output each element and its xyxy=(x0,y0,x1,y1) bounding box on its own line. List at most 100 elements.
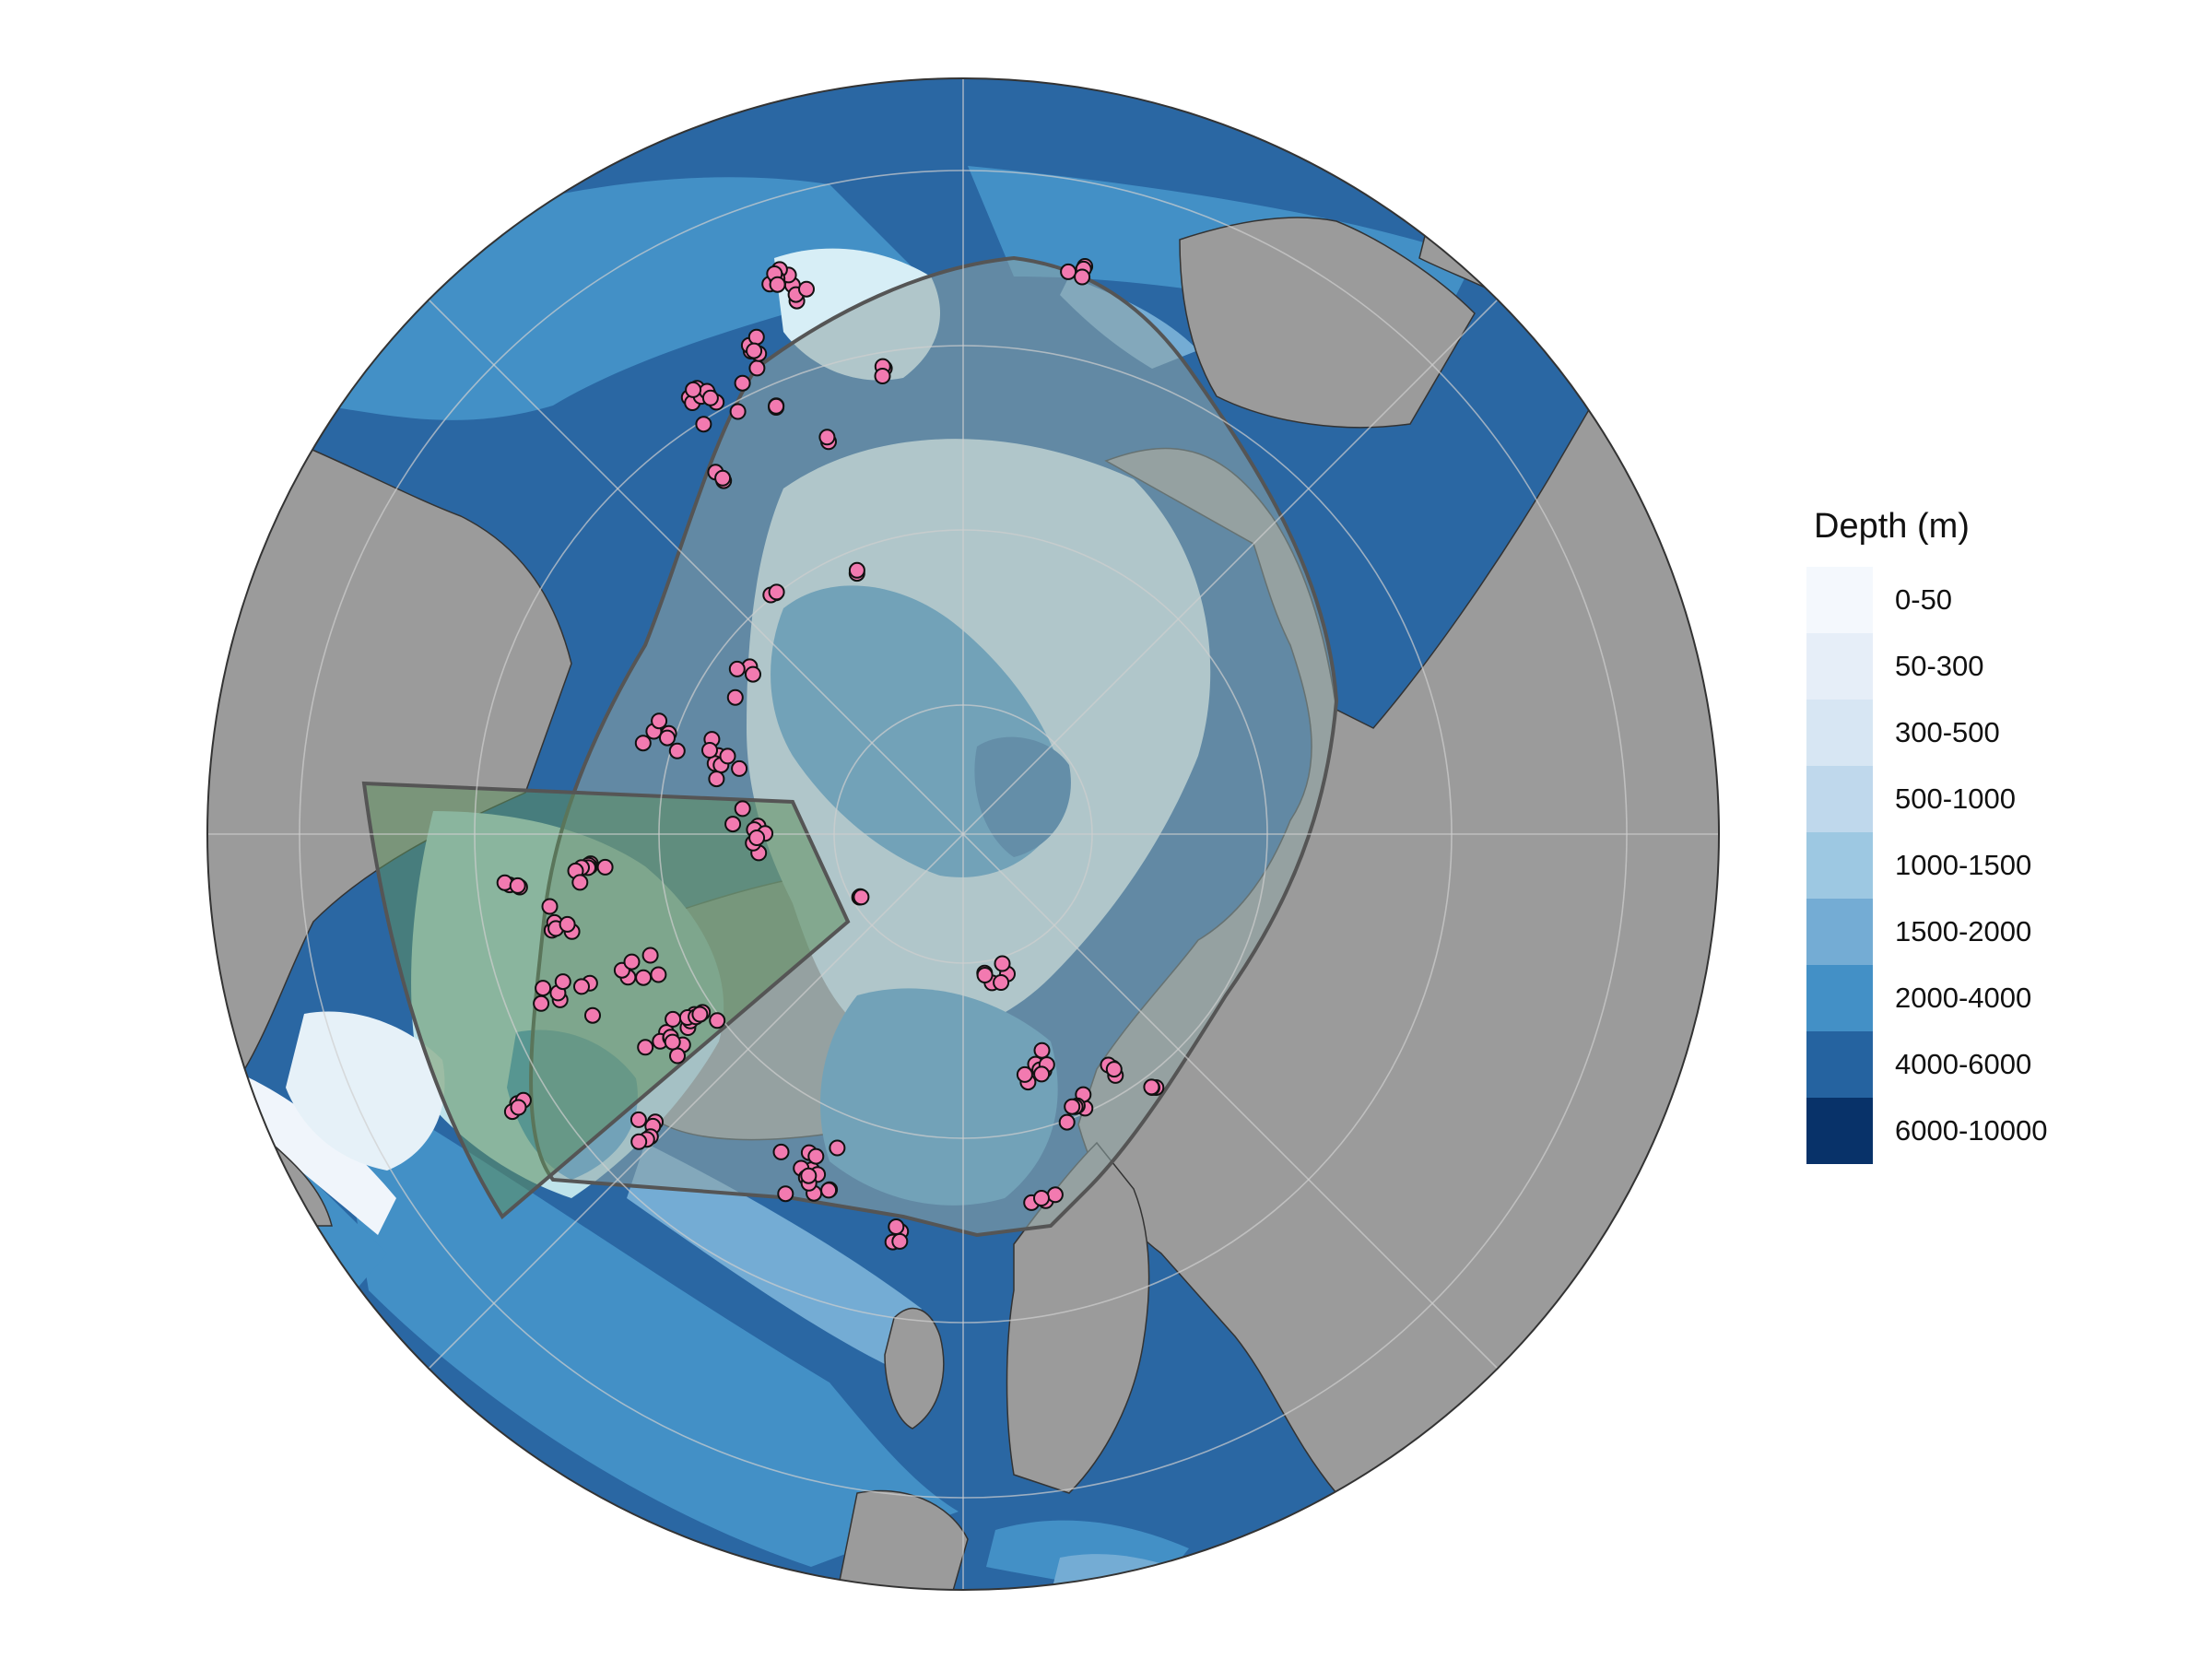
sampling-point xyxy=(1033,1041,1051,1059)
legend-label: 1000-1500 xyxy=(1895,849,2032,881)
sampling-point xyxy=(874,368,891,384)
legend-item: 6000-10000 xyxy=(1806,1098,2194,1164)
sampling-point xyxy=(748,359,766,377)
sampling-point xyxy=(728,660,746,677)
sampling-point xyxy=(1143,1078,1160,1096)
sampling-point xyxy=(701,742,718,759)
sampling-point xyxy=(629,1111,647,1128)
sampling-point xyxy=(1046,1186,1064,1204)
sampling-point xyxy=(731,759,748,777)
sampling-point xyxy=(510,1099,527,1116)
sampling-point xyxy=(535,980,552,997)
legend-item: 0-50 xyxy=(1806,567,2194,633)
legend-label: 2000-4000 xyxy=(1895,982,2032,1014)
sampling-point xyxy=(573,978,590,995)
sampling-point xyxy=(719,747,736,765)
sampling-point xyxy=(746,342,763,359)
legend-item: 500-1000 xyxy=(1806,766,2194,832)
sampling-point xyxy=(630,1133,648,1150)
sampling-point xyxy=(734,374,751,392)
sampling-point xyxy=(1016,1065,1033,1083)
sampling-point xyxy=(891,1232,909,1250)
legend-title: Depth (m) xyxy=(1814,507,1970,546)
sampling-point xyxy=(685,381,702,398)
legend-label: 4000-6000 xyxy=(1895,1048,2032,1080)
map-border xyxy=(206,77,1720,1591)
sampling-point xyxy=(709,1012,726,1030)
sampling-point xyxy=(807,1147,825,1165)
sampling-point xyxy=(635,969,653,986)
legend-swatch xyxy=(1806,1031,1873,1098)
sampling-point xyxy=(729,403,747,420)
legend-swatch xyxy=(1806,633,1873,700)
sampling-point xyxy=(623,953,641,971)
sampling-point xyxy=(848,561,865,579)
sampling-point xyxy=(853,888,870,906)
sampling-point xyxy=(768,397,785,415)
sampling-point xyxy=(641,947,659,964)
sampling-point xyxy=(650,966,667,983)
sampling-point xyxy=(714,469,732,487)
sampling-point xyxy=(818,429,836,446)
sampling-point xyxy=(701,389,719,406)
legend-swatch xyxy=(1806,567,1873,633)
sampling-point xyxy=(691,1006,709,1023)
sampling-point xyxy=(976,967,994,983)
legend-label: 300-500 xyxy=(1895,716,2000,748)
sampling-point xyxy=(724,816,742,833)
sampling-point xyxy=(768,583,785,601)
legend-swatch xyxy=(1806,965,1873,1031)
sampling-point xyxy=(1105,1061,1123,1078)
sampling-point xyxy=(888,1218,905,1235)
sampling-point xyxy=(664,1033,681,1051)
legend-label: 500-1000 xyxy=(1895,782,2017,815)
sampling-point xyxy=(665,1010,682,1028)
sampling-point xyxy=(669,1047,686,1065)
legend-swatch xyxy=(1806,899,1873,965)
sampling-point xyxy=(651,712,668,730)
sampling-point xyxy=(769,276,786,293)
legend-swatch xyxy=(1806,832,1873,899)
sampling-point xyxy=(596,858,614,876)
sampling-point xyxy=(695,416,712,433)
legend-rows: 0-50 50-300 300-500 500-1000 1000-1500 1500-2… xyxy=(1806,567,2194,1164)
sampling-point xyxy=(772,1143,790,1160)
sampling-point xyxy=(829,1139,846,1157)
sampling-point xyxy=(554,973,571,991)
legend-swatch xyxy=(1806,766,1873,832)
sampling-point xyxy=(800,1167,818,1184)
sampling-point xyxy=(584,1006,601,1024)
sampling-point xyxy=(571,874,589,891)
depth-legend: Depth (m) 0-50 50-300 300-500 500-1000 1000-… xyxy=(1806,507,2194,1164)
legend-label: 0-50 xyxy=(1895,583,1953,616)
sampling-point xyxy=(509,877,526,894)
legend-item: 1500-2000 xyxy=(1806,899,2194,965)
sampling-point xyxy=(726,688,744,706)
sampling-point xyxy=(747,328,765,346)
legend-label: 1500-2000 xyxy=(1895,915,2032,947)
sampling-point xyxy=(745,665,761,683)
sampling-point xyxy=(541,898,559,915)
graticule xyxy=(207,78,1719,1590)
legend-swatch xyxy=(1806,1098,1873,1164)
sampling-point xyxy=(820,1182,838,1199)
legend-swatch xyxy=(1806,700,1873,766)
sampling-point xyxy=(993,974,1010,991)
sampling-point xyxy=(748,830,766,846)
sampling-point xyxy=(668,742,686,759)
legend-item: 2000-4000 xyxy=(1806,965,2194,1031)
sampling-point xyxy=(533,994,550,1012)
sampling-point xyxy=(798,280,815,298)
sampling-point xyxy=(634,735,652,752)
sampling-point xyxy=(559,915,576,933)
study-sector xyxy=(361,781,851,1220)
sampling-point xyxy=(1033,1190,1050,1206)
legend-label: 6000-10000 xyxy=(1895,1114,2048,1147)
legend-label: 50-300 xyxy=(1895,650,1984,682)
sampling-point xyxy=(994,955,1011,972)
legend-item: 1000-1500 xyxy=(1806,832,2194,899)
sampling-point xyxy=(734,800,751,818)
sampling-points xyxy=(496,258,1165,1251)
sampling-point xyxy=(777,1185,794,1203)
